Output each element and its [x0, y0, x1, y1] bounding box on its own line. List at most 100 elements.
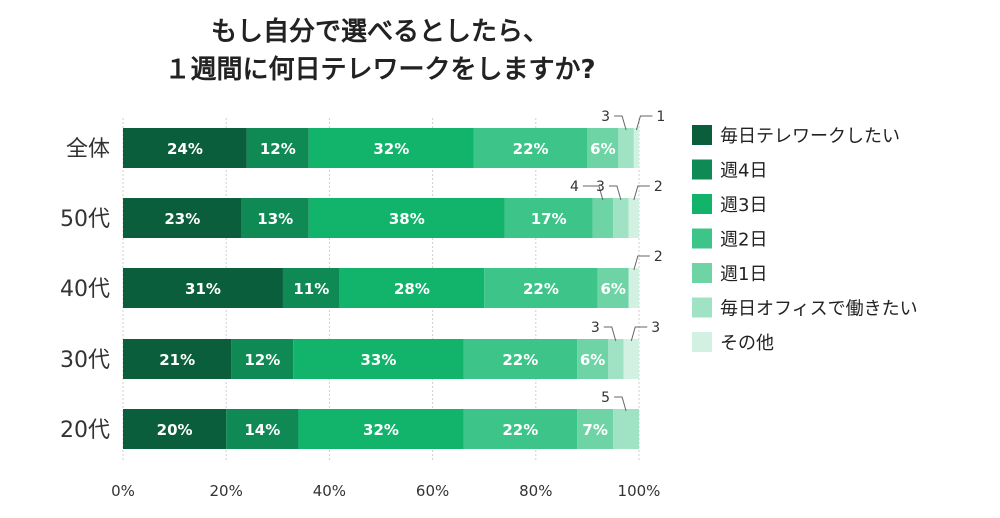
bar-segment: [298, 409, 464, 449]
legend-label: 週4日: [720, 161, 767, 182]
legend-item: 週4日: [692, 159, 767, 182]
data-label: 24%: [167, 140, 203, 158]
callout-label: 2: [654, 179, 663, 195]
data-label: 21%: [159, 351, 195, 369]
bar-segment: [623, 339, 639, 379]
legend-swatch: [692, 159, 712, 180]
bar-segment: [293, 339, 464, 379]
data-label: 38%: [389, 210, 425, 228]
category-label: 50代: [60, 207, 110, 232]
legend-label: 毎日テレワークしたい: [720, 126, 900, 147]
bar-segment: [597, 268, 629, 308]
category-label: 全体: [66, 137, 110, 162]
legend-swatch: [692, 263, 712, 283]
bars: 24% 12% 32% 22% 6% 23% 13% 38% 17% 31% 11% 28% 22% 6%…: [123, 128, 639, 449]
bar-segment: [473, 128, 588, 168]
callout-leader: [614, 115, 627, 131]
title-line-2: １週間に何日テレワークをしますか?: [164, 55, 595, 85]
legend-item: 毎日テレワークしたい: [692, 125, 900, 147]
data-label: 31%: [185, 280, 221, 298]
legend-item: その他: [692, 332, 774, 354]
bar-segment: [628, 268, 639, 308]
callout-label: 4: [570, 179, 579, 195]
bar-segment: [282, 268, 340, 308]
legend-item: 毎日オフィスで働きたい: [692, 297, 918, 320]
legend-label: 週2日: [720, 230, 767, 251]
callout-leader: [633, 185, 650, 201]
bar-segment: [628, 198, 639, 238]
callout-leader: [633, 255, 650, 271]
legend-swatch: [692, 332, 712, 352]
legend-swatch: [692, 194, 712, 214]
callout-leader: [614, 396, 627, 412]
data-label: 11%: [293, 280, 329, 298]
bar-segment: [231, 339, 294, 379]
bar-segment: [463, 409, 578, 449]
bar-segment: [577, 339, 609, 379]
x-tick-label: 80%: [519, 482, 552, 500]
bar-segment: [123, 268, 283, 308]
bar-segment: [613, 198, 629, 238]
bar-segment: [123, 128, 247, 168]
data-label: 22%: [502, 421, 538, 439]
callout-leader: [603, 326, 617, 342]
data-label: 32%: [363, 421, 399, 439]
bar-segment: [608, 339, 624, 379]
bar-segment: [613, 409, 639, 449]
callout-leader: [630, 326, 648, 342]
data-label: 6%: [590, 140, 615, 158]
x-tick-label: 0%: [111, 482, 135, 500]
bar-segment: [484, 268, 598, 308]
category-label: 20代: [60, 418, 110, 443]
callout-leader: [635, 115, 653, 131]
x-tick-label: 100%: [618, 482, 661, 500]
x-tick-label: 20%: [210, 482, 243, 500]
data-label: 6%: [600, 280, 625, 298]
data-label: 12%: [244, 351, 280, 369]
x-tick-label: 40%: [313, 482, 346, 500]
legend-swatch: [692, 125, 712, 145]
bar-segment: [246, 128, 309, 168]
callout-label: 1: [656, 109, 665, 125]
bar-segment: [577, 409, 614, 449]
data-label: 14%: [244, 421, 280, 439]
title-line-1: もし自分で選べるとしたら、: [211, 16, 549, 47]
callout-label: 3: [601, 109, 610, 125]
legend-swatch: [692, 297, 712, 318]
bar-segment: [123, 198, 242, 238]
bar-segment: [504, 198, 593, 238]
legend-item: 週3日: [692, 194, 767, 216]
callout-label: 3: [651, 320, 660, 336]
bar-segment: [241, 198, 309, 238]
gridlines: [122, 118, 640, 460]
legend-label: 週1日: [720, 264, 767, 285]
data-label: 33%: [360, 351, 396, 369]
category-labels: 全体 50代 40代 30代 20代: [60, 137, 110, 443]
callouts: 3 1 4 3 2 2 3 3 5: [570, 109, 665, 412]
legend-item: 週1日: [692, 263, 767, 285]
data-label: 22%: [513, 140, 549, 158]
bar-segment: [633, 128, 639, 168]
category-label: 40代: [60, 277, 110, 302]
bar-segment: [618, 128, 634, 168]
callout-label: 3: [591, 320, 600, 336]
bar-segment: [308, 198, 505, 238]
data-label: 6%: [580, 351, 605, 369]
data-label: 28%: [394, 280, 430, 298]
data-label: 20%: [157, 421, 193, 439]
callout-leader: [582, 185, 604, 201]
data-label: 13%: [257, 210, 293, 228]
x-tick-label: 60%: [416, 482, 449, 500]
category-label: 30代: [60, 348, 110, 373]
data-label: 7%: [582, 421, 607, 439]
x-axis-tick-labels: 0% 20% 40% 60% 80% 100%: [111, 482, 660, 500]
bar-segment: [592, 198, 614, 238]
data-label: 23%: [164, 210, 200, 228]
data-label: 22%: [502, 351, 538, 369]
callout-label: 5: [601, 390, 610, 406]
legend-label: 毎日オフィスで働きたい: [720, 299, 918, 320]
data-label: 32%: [373, 140, 409, 158]
bar-segment: [226, 409, 299, 449]
